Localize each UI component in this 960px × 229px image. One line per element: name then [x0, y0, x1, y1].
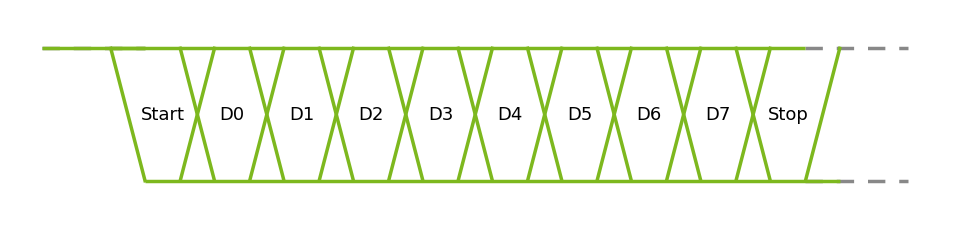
Text: D5: D5 [566, 106, 592, 123]
Text: D4: D4 [497, 106, 522, 123]
Text: D1: D1 [289, 106, 314, 123]
Text: D7: D7 [706, 106, 732, 123]
Text: Start: Start [140, 106, 184, 123]
Text: D0: D0 [220, 106, 245, 123]
Text: D6: D6 [636, 106, 661, 123]
Text: D2: D2 [358, 106, 384, 123]
Text: D3: D3 [428, 106, 453, 123]
Text: Stop: Stop [767, 106, 808, 123]
